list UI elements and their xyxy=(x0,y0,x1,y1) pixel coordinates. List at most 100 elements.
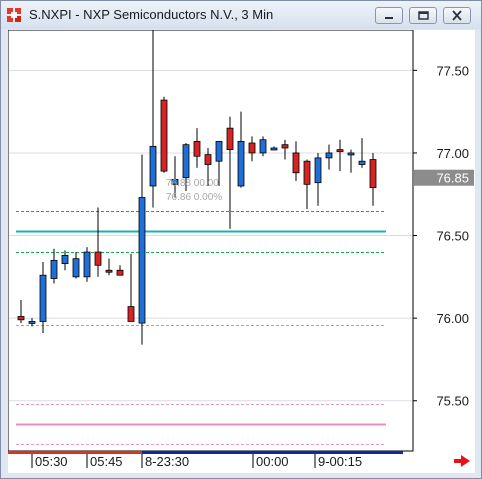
candle-body xyxy=(292,152,300,174)
candle-body xyxy=(259,139,267,154)
candle-body xyxy=(204,154,212,165)
candle[interactable] xyxy=(50,248,58,284)
session-bar xyxy=(8,451,403,454)
candle[interactable] xyxy=(259,136,267,157)
candle-body xyxy=(226,127,234,151)
candlestick-chart[interactable]: 76.88 00.00 76.86 0.00% 77.50 77.00 76.50 76… xyxy=(7,17,475,473)
session-bar-prior xyxy=(8,451,142,454)
candle[interactable] xyxy=(127,253,135,322)
candle[interactable] xyxy=(314,152,322,206)
candle-body xyxy=(248,142,256,154)
candle[interactable] xyxy=(358,138,366,168)
candle[interactable] xyxy=(303,159,311,210)
price-tick-label: 76.50 xyxy=(436,229,469,244)
candle-body xyxy=(105,269,113,273)
candle-body xyxy=(149,145,157,187)
last-price-marker xyxy=(414,169,474,186)
price-tick-label: 76.00 xyxy=(436,311,469,326)
candle-body xyxy=(171,178,179,185)
candle[interactable] xyxy=(72,252,80,279)
candle-body xyxy=(281,144,289,149)
candle-body xyxy=(39,274,47,322)
candle-body xyxy=(28,321,36,324)
candle-body xyxy=(215,140,223,162)
candle[interactable] xyxy=(182,143,190,191)
title-bar[interactable]: S.NXPI - NXP Semiconductors N.V., 3 Min xyxy=(1,1,481,29)
candle-body xyxy=(116,269,124,276)
candle-body xyxy=(127,306,135,322)
candle-body xyxy=(336,149,344,153)
candle[interactable] xyxy=(138,154,146,345)
plot-area xyxy=(7,29,414,452)
price-axis: 77.50 77.00 76.50 76.00 75.50 76.85 xyxy=(413,63,474,409)
candle[interactable] xyxy=(105,258,113,276)
candle-body xyxy=(347,152,355,156)
crosshair-readout-line: 76.88 00.00 xyxy=(166,178,219,189)
time-tick-label: 05:45 xyxy=(90,454,123,469)
candle-body xyxy=(358,160,366,165)
candle[interactable] xyxy=(204,147,212,186)
candles xyxy=(17,17,377,345)
candle[interactable] xyxy=(281,139,289,160)
window-title: S.NXPI - NXP Semiconductors N.V., 3 Min xyxy=(29,7,274,22)
candle[interactable] xyxy=(193,128,201,168)
restore-icon xyxy=(418,11,429,20)
candle[interactable] xyxy=(94,207,102,277)
time-axis: 05:30 05:45 8-23:30 00:00 9-00:15 xyxy=(31,451,362,469)
level-lines xyxy=(9,69,412,445)
candle[interactable] xyxy=(61,250,69,271)
chart-area[interactable]: 76.88 00.00 76.86 0.00% 77.50 77.00 76.50 76… xyxy=(7,17,475,473)
candle[interactable] xyxy=(83,247,91,282)
session-bar-current xyxy=(142,451,403,454)
time-tick-label: 9-00:15 xyxy=(318,454,362,469)
candle-body xyxy=(160,99,168,172)
candle-body xyxy=(369,159,377,189)
minimize-icon xyxy=(385,17,393,19)
candle[interactable] xyxy=(347,149,355,173)
price-tick-label: 77.00 xyxy=(436,146,469,161)
candle[interactable] xyxy=(325,144,333,170)
close-button[interactable] xyxy=(443,7,471,24)
crosshair-readout-line: 76.86 0.00% xyxy=(166,192,222,203)
candle[interactable] xyxy=(160,96,168,173)
candle[interactable] xyxy=(336,139,344,172)
close-icon xyxy=(452,10,462,21)
candle-body xyxy=(72,258,80,278)
crosshair-readout: 76.88 00.00 76.86 0.00% xyxy=(166,178,222,203)
candle[interactable] xyxy=(17,299,25,324)
candle[interactable] xyxy=(116,265,124,276)
candle[interactable] xyxy=(248,136,256,162)
candle[interactable] xyxy=(270,146,278,151)
candle-body xyxy=(182,144,190,179)
candle[interactable] xyxy=(39,261,47,334)
candle-body xyxy=(314,157,322,184)
scroll-right-arrow-icon[interactable] xyxy=(454,455,470,467)
candle-body xyxy=(61,254,69,265)
candle-body xyxy=(303,160,311,185)
candle[interactable] xyxy=(28,318,36,327)
candle[interactable] xyxy=(149,17,157,208)
candle-body xyxy=(94,251,102,266)
candle-body xyxy=(270,147,278,151)
candle-body xyxy=(193,140,201,157)
minimize-button[interactable] xyxy=(375,7,403,24)
candle[interactable] xyxy=(237,111,245,188)
candle[interactable] xyxy=(226,116,234,229)
candle-body xyxy=(83,251,91,278)
app-logo-icon xyxy=(7,8,21,22)
price-tick-label: 77.50 xyxy=(436,63,469,78)
restore-button[interactable] xyxy=(409,7,437,24)
price-tick-label: 75.50 xyxy=(436,394,469,409)
candle[interactable] xyxy=(292,141,300,182)
candle-body xyxy=(138,197,146,324)
candle-body xyxy=(237,140,245,187)
candle-body xyxy=(50,259,58,279)
time-tick-label: 8-23:30 xyxy=(145,454,189,469)
candle-body xyxy=(325,152,333,159)
candle[interactable] xyxy=(215,140,223,186)
time-tick-label: 00:00 xyxy=(256,454,289,469)
candle[interactable] xyxy=(369,152,377,206)
last-price-label: 76.85 xyxy=(436,171,469,186)
candle[interactable] xyxy=(171,156,179,198)
